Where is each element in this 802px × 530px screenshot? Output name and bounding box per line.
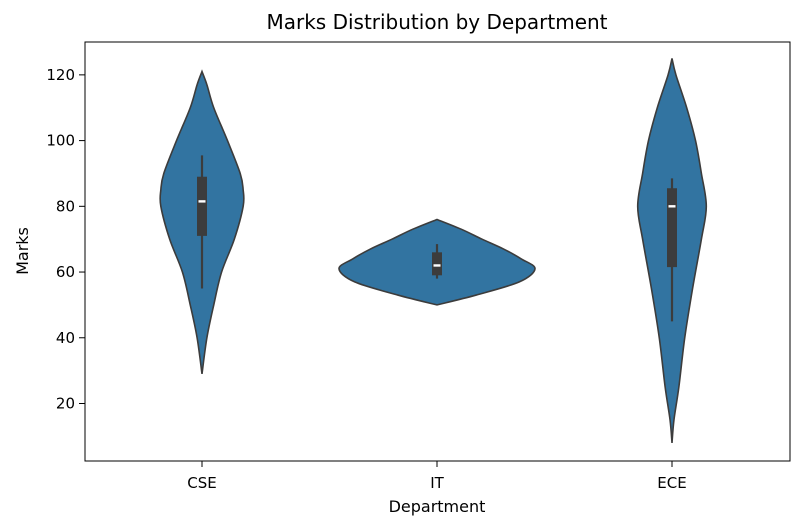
- plot-area: [159, 58, 708, 443]
- y-axis-ticks: 20 40 60 80 100 120: [46, 66, 85, 412]
- y-tick-label: 20: [56, 394, 75, 412]
- y-tick-label: 80: [56, 197, 75, 215]
- chart-title: Marks Distribution by Department: [266, 10, 607, 34]
- violin-iqr-box: [197, 176, 207, 236]
- y-tick-label: 100: [46, 132, 75, 150]
- violin-cse: [159, 69, 245, 375]
- violin-ece: [636, 58, 708, 443]
- y-axis-label: Marks: [13, 227, 32, 275]
- violin-median: [433, 264, 441, 267]
- violin-median: [198, 200, 206, 203]
- x-tick-label: ECE: [657, 474, 686, 492]
- y-tick-label: 120: [46, 66, 75, 84]
- x-axis-label: Department: [389, 497, 486, 516]
- x-axis-ticks: CSE IT ECE: [187, 461, 687, 492]
- violin-iqr-box: [667, 188, 677, 268]
- y-tick-label: 40: [56, 329, 75, 347]
- violin-it: [338, 218, 536, 306]
- violin-iqr-box: [432, 252, 442, 276]
- x-tick-label: CSE: [187, 474, 216, 492]
- x-tick-label: IT: [430, 474, 444, 492]
- violin-median: [668, 205, 676, 208]
- y-tick-label: 60: [56, 263, 75, 281]
